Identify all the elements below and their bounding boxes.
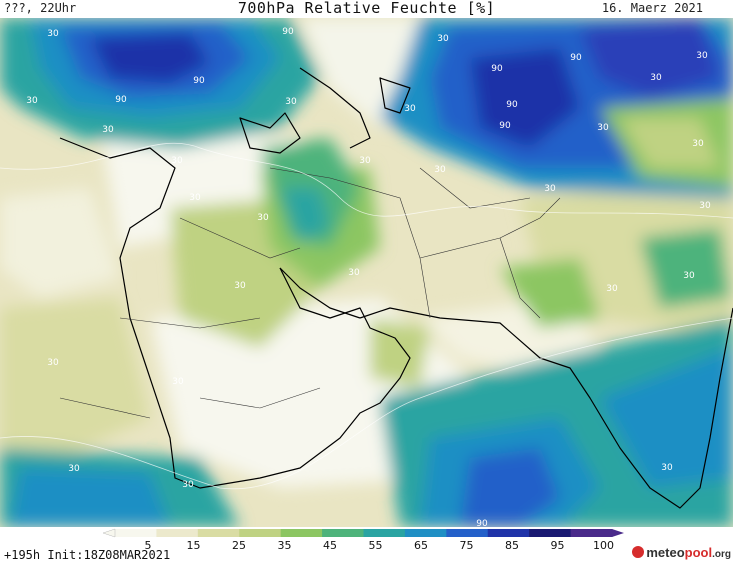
date-label: 16. Maerz 2021 bbox=[601, 1, 703, 15]
contour-label-30: 30 bbox=[434, 165, 446, 175]
colorbar-tick-label: 45 bbox=[323, 539, 337, 552]
colorbar-swatch bbox=[239, 529, 282, 537]
contour-label-30: 30 bbox=[597, 123, 609, 133]
colorbar-tick-label: 100 bbox=[593, 539, 614, 552]
colorbar-swatch bbox=[363, 529, 406, 537]
contour-label-30: 30 bbox=[285, 97, 297, 107]
contour-label-90: 90 bbox=[506, 100, 518, 110]
colorbar-swatch bbox=[446, 529, 489, 537]
colorbar-tick-label: 85 bbox=[505, 539, 519, 552]
country-borders bbox=[59, 167, 561, 419]
contour-label-30: 30 bbox=[171, 156, 183, 166]
contour-label-30: 30 bbox=[359, 156, 371, 166]
contour-label-30: 30 bbox=[234, 281, 246, 291]
contour-label-30: 30 bbox=[683, 271, 695, 281]
colorbar-swatch bbox=[570, 529, 613, 537]
colorbar-tick-label: 65 bbox=[414, 539, 428, 552]
colorbar-max-arrow bbox=[612, 529, 624, 537]
colorbar-swatch bbox=[280, 529, 323, 537]
logo-accent: pool bbox=[684, 545, 713, 560]
contour-label-30: 30 bbox=[26, 96, 38, 106]
run-info: +195h Init:18Z08MAR2021 bbox=[4, 548, 171, 562]
contour-label-30: 30 bbox=[437, 34, 449, 44]
contour-label-30: 30 bbox=[47, 358, 59, 368]
contour-labels: 30 30 30 30 30 30 30 30 30 30 30 30 30 3… bbox=[26, 27, 711, 527]
contour-label-30: 30 bbox=[257, 213, 269, 223]
colorbar-tick-label: 55 bbox=[368, 539, 383, 552]
contour-label-90: 90 bbox=[476, 519, 488, 527]
contour-label-30: 30 bbox=[404, 104, 416, 114]
colorbar-min-arrow bbox=[102, 528, 116, 538]
colorbar-tick-label: 35 bbox=[277, 539, 292, 552]
contour-label-30: 30 bbox=[699, 201, 711, 211]
contour-label-30: 30 bbox=[172, 377, 184, 387]
colorbar-swatch bbox=[529, 529, 572, 537]
contour-label-30: 30 bbox=[47, 29, 59, 39]
colorbar-tick-label: 25 bbox=[232, 539, 246, 552]
map-title: 700hPa Relative Feuchte [%] bbox=[237, 0, 496, 17]
colorbar bbox=[102, 528, 624, 538]
contour-label-30: 30 bbox=[102, 125, 114, 135]
colorbar-tick-label: 15 bbox=[186, 539, 201, 552]
colorbar-swatch bbox=[115, 529, 157, 537]
logo-text: meteo bbox=[646, 545, 685, 560]
contour-label-90: 90 bbox=[115, 95, 127, 105]
contour-label-30: 30 bbox=[348, 268, 360, 278]
humidity-fields bbox=[0, 18, 733, 527]
colorbar-swatch bbox=[156, 529, 199, 537]
contour-label-90: 90 bbox=[491, 64, 503, 74]
colorbar-tick-label: 95 bbox=[550, 539, 565, 552]
contour-label-30: 30 bbox=[68, 464, 80, 474]
logo-suffix: .org bbox=[712, 549, 731, 560]
contour-label-30: 30 bbox=[182, 480, 194, 490]
colorbar-swatch bbox=[404, 529, 447, 537]
contour-label-90: 90 bbox=[499, 121, 511, 131]
valid-time-label: ???, 22Uhr bbox=[4, 1, 77, 15]
logo-icon bbox=[632, 546, 645, 558]
contour-label-90: 90 bbox=[193, 76, 205, 86]
contour-label-90: 90 bbox=[570, 53, 582, 63]
coastlines bbox=[59, 67, 733, 509]
contour-label-30: 30 bbox=[696, 51, 708, 61]
colorbar-area: 5 15 25 35 45 55 65 75 85 95 100 bbox=[0, 527, 733, 566]
header-bar: ???, 22Uhr 700hPa Relative Feuchte [%] 1… bbox=[0, 0, 733, 18]
contour-label-30: 30 bbox=[692, 139, 704, 149]
colorbar-tick-label: 5 bbox=[144, 539, 152, 552]
colorbar-tick-label: 75 bbox=[459, 539, 474, 552]
contour-label-30: 30 bbox=[544, 184, 556, 194]
contour-label-30: 30 bbox=[606, 284, 618, 294]
contour-lines bbox=[0, 142, 733, 490]
contour-label-30: 30 bbox=[661, 463, 673, 473]
contour-label-30: 30 bbox=[650, 73, 662, 83]
colorbar-swatch bbox=[487, 529, 530, 537]
colorbar-swatch bbox=[322, 529, 364, 537]
humidity-map: 30 30 30 30 30 30 30 30 30 30 30 30 30 3… bbox=[0, 18, 733, 527]
contour-label-90: 90 bbox=[282, 27, 294, 37]
meteopool-logo[interactable]: meteopool.org bbox=[632, 545, 731, 560]
contour-label-30: 30 bbox=[189, 193, 201, 203]
colorbar-swatch bbox=[197, 529, 240, 537]
